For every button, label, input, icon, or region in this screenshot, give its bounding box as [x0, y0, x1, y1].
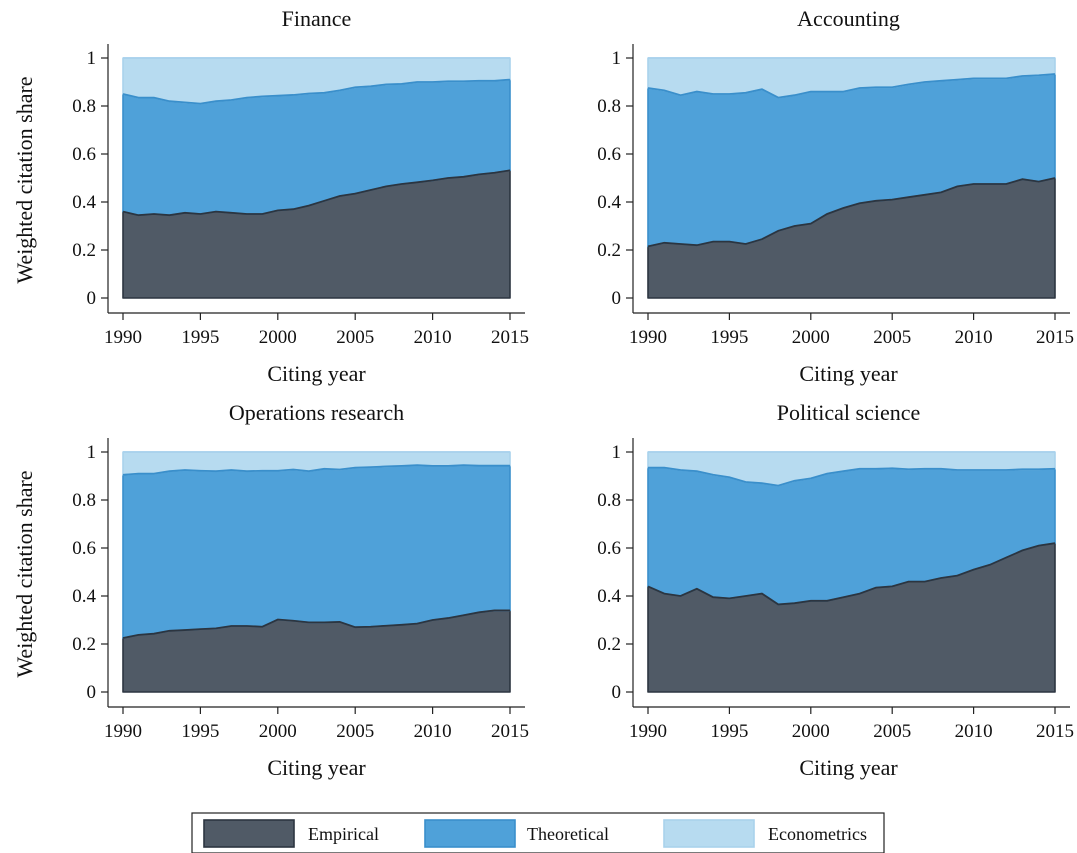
x-tick-label: 1995 [710, 721, 748, 742]
x-axis-label: Citing year [799, 361, 898, 386]
x-tick-label: 2005 [873, 721, 911, 742]
x-tick-label: 2015 [491, 721, 529, 742]
chart-panel-4: 0 0.2 0.4 0.6 0.8 1 1990 1995 2000 2005 2010 2015 Po… [597, 400, 1074, 780]
x-tick-label: 2005 [336, 327, 374, 348]
x-tick-label: 2000 [259, 327, 297, 348]
panel-title: Finance [282, 6, 352, 31]
y-tick-label: 0.4 [597, 586, 621, 607]
legend-label-empirical: Empirical [308, 824, 379, 844]
x-tick-label: 2005 [873, 327, 911, 348]
y-tick-label: 0.6 [72, 538, 96, 559]
x-tick-label: 1990 [104, 721, 142, 742]
y-tick-label: 0.8 [72, 490, 96, 511]
legend-label-theoretical: Theoretical [527, 824, 609, 844]
series-line-theoretical [122, 464, 510, 476]
legend-swatch-theoretical [424, 819, 516, 848]
y-tick-label: 0 [87, 288, 97, 309]
y-tick-label: 0.4 [597, 192, 621, 213]
x-tick-label: 1995 [181, 721, 219, 742]
y-axis-label: Weighted citation share [12, 76, 37, 283]
y-tick-label: 0.4 [72, 192, 96, 213]
chart-panel-1: 0 0.2 0.4 0.6 0.8 1 1990 1995 2000 2005 2010 2015 Fi… [12, 6, 529, 386]
y-tick-label: 0.2 [597, 634, 621, 655]
y-tick-label: 0.8 [597, 490, 621, 511]
legend-swatch-econometrics [663, 819, 755, 848]
y-tick-label: 0 [87, 682, 97, 703]
series-line-empirical [647, 177, 1056, 248]
y-tick-label: 0 [612, 288, 622, 309]
series-line-theoretical [648, 466, 1056, 487]
x-tick-label: 1995 [710, 327, 748, 348]
x-tick-label: 1990 [104, 327, 142, 348]
legend-box [191, 812, 885, 853]
chart-panel-3: 0 0.2 0.4 0.6 0.8 1 1990 1995 2000 2005 2010 2015 Op… [12, 400, 529, 780]
series-line-theoretical [122, 78, 511, 105]
y-tick-label: 0.6 [597, 144, 621, 165]
x-tick-label: 2010 [955, 327, 993, 348]
x-tick-label: 2000 [792, 721, 830, 742]
x-tick-label: 2000 [259, 721, 297, 742]
x-axis-label: Citing year [267, 755, 366, 780]
x-tick-label: 2015 [491, 327, 529, 348]
panel-title: Political science [777, 400, 921, 425]
area-theoretical [122, 464, 511, 639]
y-tick-label: 1 [612, 442, 622, 463]
x-tick-label: 2015 [1036, 721, 1074, 742]
y-axis-label: Weighted citation share [12, 470, 37, 677]
y-tick-label: 0.6 [597, 538, 621, 559]
x-tick-label: 1995 [181, 327, 219, 348]
legend-swatch-empirical [203, 819, 295, 848]
y-tick-label: 1 [612, 48, 622, 69]
y-tick-label: 0 [612, 682, 622, 703]
y-tick-label: 0.8 [597, 96, 621, 117]
x-axis-label: Citing year [267, 361, 366, 386]
legend: Empirical Theoretical Econometrics [191, 812, 885, 853]
x-tick-label: 2010 [955, 721, 993, 742]
x-tick-label: 2015 [1036, 327, 1074, 348]
x-tick-label: 1990 [629, 721, 667, 742]
panel-title: Accounting [797, 6, 900, 31]
panel-title: Operations research [229, 400, 404, 425]
x-axis-label: Citing year [799, 755, 898, 780]
series-line-empirical [122, 609, 510, 639]
y-tick-label: 1 [87, 442, 97, 463]
legend-label-econometrics: Econometrics [768, 824, 867, 844]
series-line-empirical [122, 169, 511, 217]
x-tick-label: 1990 [629, 327, 667, 348]
y-tick-label: 0.2 [597, 240, 621, 261]
y-tick-label: 0.2 [72, 240, 96, 261]
series-line-theoretical [647, 73, 1056, 99]
x-tick-label: 2000 [792, 327, 830, 348]
x-tick-label: 2010 [414, 721, 452, 742]
x-tick-label: 2005 [336, 721, 374, 742]
y-tick-label: 0.4 [72, 586, 96, 607]
x-tick-label: 2010 [414, 327, 452, 348]
chart-panel-2: 0 0.2 0.4 0.6 0.8 1 1990 1995 2000 2005 2010 2015 Ac… [597, 6, 1074, 386]
y-tick-label: 1 [87, 48, 97, 69]
y-tick-label: 0.8 [72, 96, 96, 117]
y-tick-label: 0.6 [72, 144, 96, 165]
series-line-empirical [647, 542, 1056, 606]
y-tick-label: 0.2 [72, 634, 96, 655]
